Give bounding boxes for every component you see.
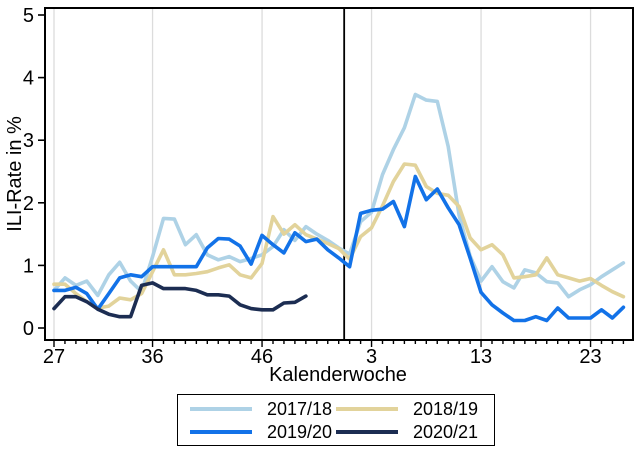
legend: 2017/18 2018/19 2019/20 2020/21 [177,394,495,446]
x-tick-label-13: 13 [470,346,492,368]
y-tick-label-2: 2 [23,193,34,215]
series-line-2019-20 [52,174,626,323]
legend-entry-2017-18: 2017/18 [190,400,336,418]
x-axis-title: Kalenderwoche [269,364,407,386]
series-line-2017-18 [52,92,626,299]
legend-swatch-2017-18 [190,406,252,411]
series-line-2020-21 [52,281,308,319]
legend-swatch-2019-20 [190,429,252,434]
plot-border [44,7,634,341]
legend-entry-2018-19: 2018/19 [336,400,482,418]
legend-label-2018-19: 2018/19 [413,398,479,419]
legend-label-2017-18: 2017/18 [267,398,333,419]
legend-entry-2020-21: 2020/21 [336,423,482,441]
gridlines [53,8,592,340]
legend-label-2019-20: 2019/20 [267,421,333,442]
y-tick-label-5: 5 [23,5,34,27]
y-tick-label-3: 3 [23,130,34,152]
y-tick-label-0: 0 [23,318,34,340]
y-tick-label-4: 4 [23,68,34,90]
legend-entry-2019-20: 2019/20 [190,423,336,441]
plot-frame [44,7,634,341]
legend-swatch-2018-19 [336,406,398,411]
y-axis-title: ILI-Rate in % [4,116,26,232]
series-line-2018-19 [52,162,626,310]
y-tick-label-1: 1 [23,255,34,277]
x-tick-label-3: 3 [366,346,377,368]
legend-label-2020-21: 2020/21 [413,421,479,442]
x-tick-label-23: 23 [579,346,601,368]
x-tick-label-46: 46 [251,346,273,368]
x-tick-label-36: 36 [141,346,163,368]
series-lines [52,92,626,323]
x-tick-label-27: 27 [43,346,65,368]
legend-swatch-2020-21 [336,429,398,434]
